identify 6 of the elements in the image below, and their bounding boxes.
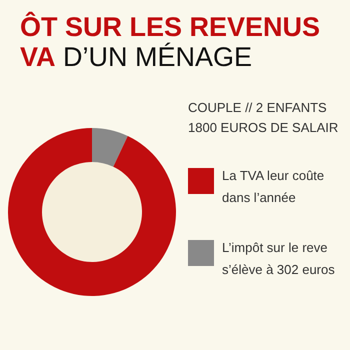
donut-slice: [8, 128, 176, 296]
legend-label: La TVA leur coûte dans l’année: [222, 168, 324, 205]
legend-label: L’impôt sur le reve s’élève à 302 euros: [222, 240, 336, 277]
donut-slice: [92, 128, 128, 167]
chart-subtitle: COUPLE // 2 ENFANTS 1800 EUROS DE SALAIR: [188, 100, 338, 135]
chart-title: ÔT SUR LES REVENUS VA D’UN MÉNAGE: [20, 11, 320, 72]
